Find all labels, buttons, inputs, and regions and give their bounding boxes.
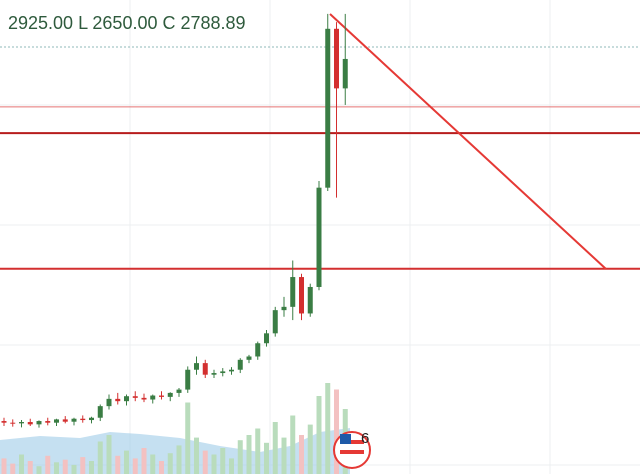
volume-bar — [115, 455, 121, 474]
trend-line — [329, 13, 607, 270]
candle-body — [27, 422, 33, 425]
candle-body — [132, 396, 138, 398]
volume-bar — [27, 461, 33, 474]
candle-body — [89, 417, 94, 421]
candle-body — [124, 396, 129, 402]
candle-body — [80, 418, 86, 421]
volume-bar — [237, 440, 243, 474]
volume-bar — [80, 457, 86, 474]
volume-bar — [334, 389, 339, 474]
candle-body — [299, 277, 304, 314]
volume-bar — [167, 453, 173, 474]
volume-bar — [1, 458, 7, 474]
badge-count: 6 — [361, 430, 369, 447]
volume-bar — [89, 461, 94, 474]
candle-body — [334, 28, 339, 89]
candle-body — [71, 418, 77, 422]
volume-bar — [97, 441, 103, 474]
volume-bar — [264, 442, 269, 474]
volume-bar — [124, 450, 129, 474]
candle-body — [290, 277, 296, 307]
candle-body — [36, 421, 42, 425]
candle-body — [281, 306, 287, 311]
candle-body — [19, 422, 24, 424]
volume-bar — [106, 435, 112, 474]
volume-bar — [281, 437, 287, 474]
candle-body — [62, 419, 68, 422]
candle-body — [272, 310, 278, 334]
candle-body — [202, 363, 208, 375]
volume-bar — [10, 463, 16, 474]
volume-bar — [71, 464, 77, 474]
candle-body — [220, 371, 226, 374]
volume-bar — [307, 424, 313, 474]
volume-bar — [150, 454, 156, 474]
candle-body — [237, 359, 243, 370]
candle-body — [45, 421, 51, 423]
volume-bar — [272, 422, 278, 474]
candle-body — [176, 389, 182, 393]
candle-body — [211, 373, 217, 375]
volume-bar — [62, 459, 68, 474]
candle-layer — [1, 13, 348, 428]
candle-body — [246, 356, 252, 360]
candle-body — [185, 369, 191, 390]
volume-bar — [255, 428, 261, 474]
volume-bar — [159, 461, 164, 474]
volume-bar — [202, 450, 208, 474]
candle-body — [255, 343, 261, 357]
candle-body — [325, 28, 331, 188]
volume-bar — [246, 435, 252, 474]
volume-bar — [45, 455, 51, 474]
volume-bar — [185, 402, 191, 474]
volume-bar — [19, 454, 24, 474]
candle-body — [229, 369, 234, 372]
candle-body — [307, 286, 313, 314]
candle-body — [150, 395, 156, 400]
volume-bar — [141, 448, 147, 474]
volume-bar — [36, 466, 42, 474]
candle-body — [316, 187, 322, 287]
candle-body — [1, 421, 7, 423]
volume-bar — [194, 437, 199, 474]
volume-layer — [1, 383, 348, 474]
volume-bar — [220, 448, 226, 474]
volume-bar — [325, 383, 331, 474]
candle-body — [141, 397, 147, 400]
candle-body — [264, 333, 269, 344]
candle-body — [342, 58, 348, 89]
flag-stripe — [340, 440, 364, 444]
volume-bar — [229, 458, 234, 474]
volume-bar — [316, 396, 322, 474]
ohlc-header: 2925.00 L 2650.00 C 2788.89 — [8, 13, 246, 33]
flag-stripe — [340, 450, 364, 454]
candle-body — [106, 398, 112, 407]
volume-bar — [176, 445, 182, 474]
candle-body — [115, 398, 121, 402]
candle-body — [159, 395, 164, 397]
volume-bar — [299, 435, 304, 474]
volume-bar — [54, 462, 59, 474]
volume-bar — [211, 454, 217, 474]
candle-body — [54, 419, 59, 423]
volume-average-area — [0, 428, 350, 474]
badge: 6 — [333, 430, 371, 469]
volume-bar — [132, 458, 138, 474]
candle-body — [167, 392, 173, 397]
flag-canton — [340, 434, 351, 444]
candle-body — [10, 422, 16, 424]
volume-bar — [290, 415, 296, 474]
candle-body — [194, 363, 199, 370]
candle-body — [97, 406, 103, 418]
